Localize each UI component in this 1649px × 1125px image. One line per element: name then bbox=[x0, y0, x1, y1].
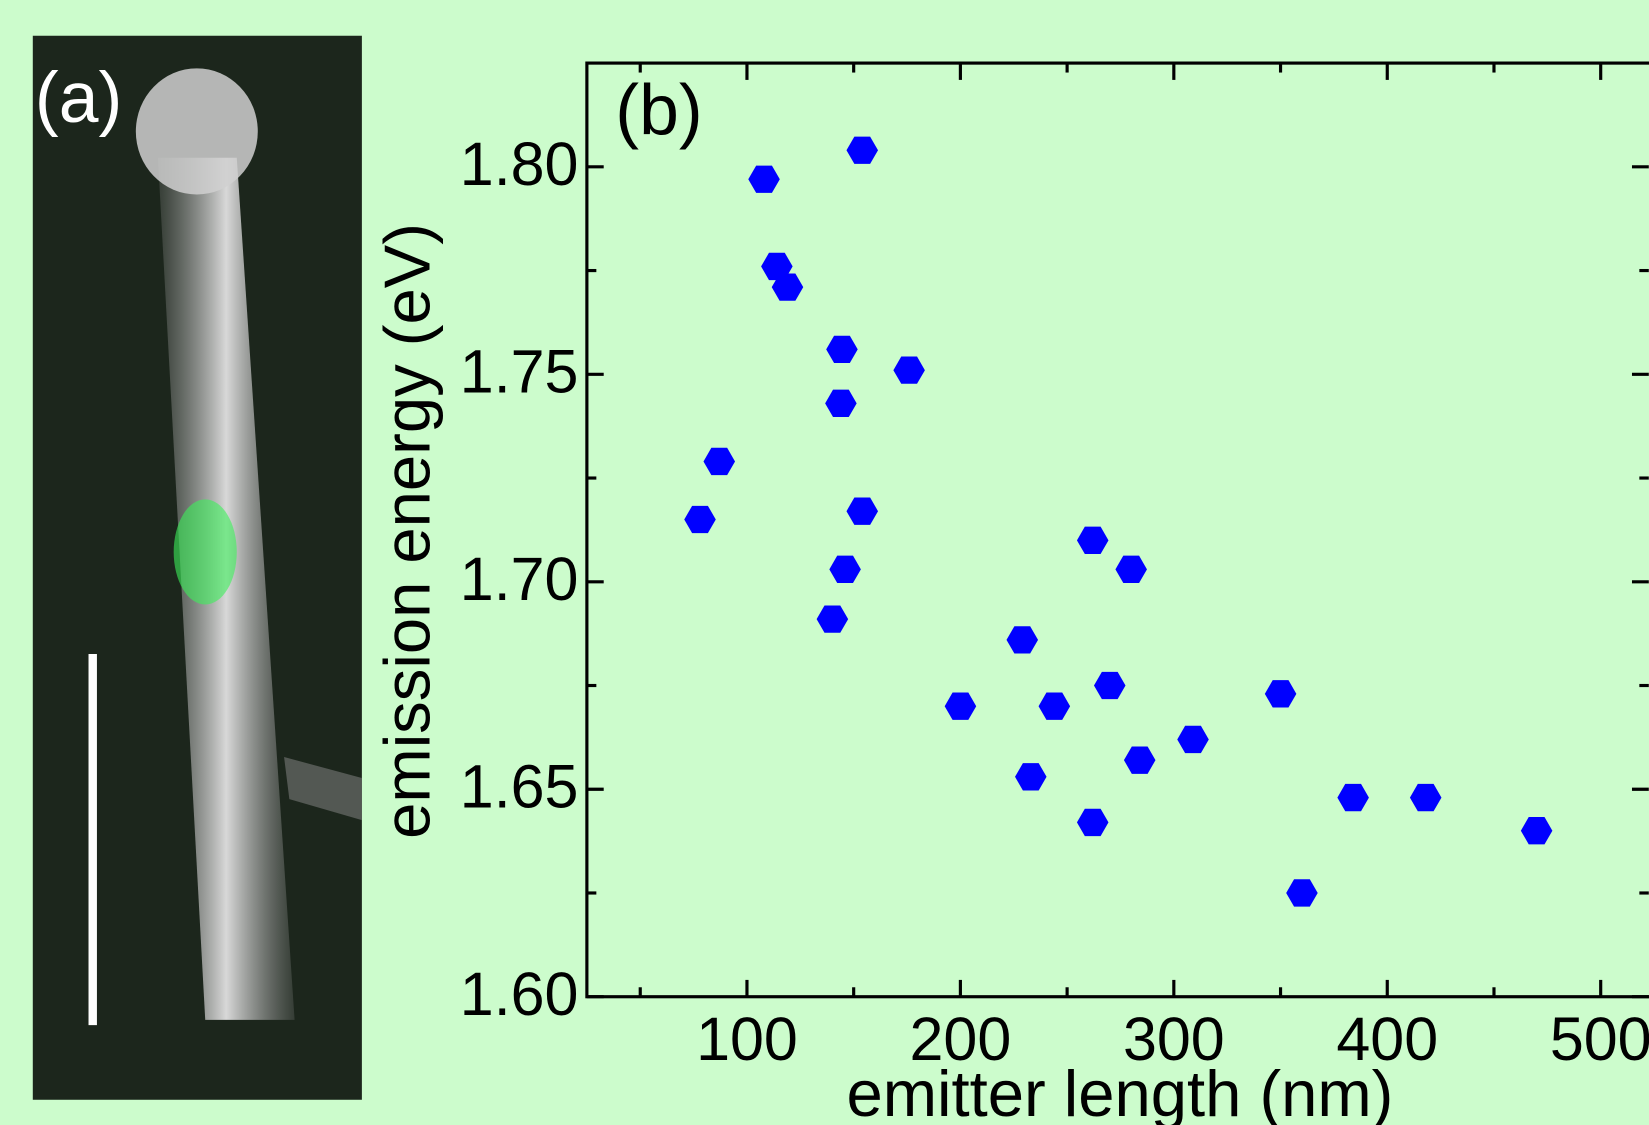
y-tick-label: 1.60 bbox=[460, 960, 579, 1028]
data-point bbox=[1015, 763, 1047, 791]
data-point bbox=[846, 497, 879, 525]
y-tick-label: 1.65 bbox=[460, 752, 579, 820]
data-point bbox=[1520, 817, 1553, 845]
data-point bbox=[1006, 626, 1039, 654]
data-point bbox=[1076, 526, 1109, 554]
y-tick-label: 1.80 bbox=[460, 130, 579, 198]
data-point bbox=[748, 165, 780, 193]
panel-label: (b) bbox=[615, 71, 702, 151]
x-tick-label: 100 bbox=[696, 1005, 798, 1073]
emitter bbox=[173, 499, 237, 605]
y-tick-label: 1.75 bbox=[460, 338, 579, 406]
data-point bbox=[1286, 879, 1318, 907]
data-point bbox=[1409, 783, 1442, 812]
data-point bbox=[684, 505, 716, 534]
data-point bbox=[1093, 671, 1126, 700]
data-point bbox=[829, 555, 861, 584]
x-tick-label: 400 bbox=[1336, 1005, 1438, 1073]
data-point bbox=[1038, 692, 1071, 720]
branch bbox=[284, 757, 362, 821]
x-tick-label: 200 bbox=[910, 1005, 1012, 1073]
data-point bbox=[944, 692, 977, 720]
data-point bbox=[1264, 680, 1297, 708]
data-point bbox=[1123, 746, 1156, 774]
data-point bbox=[761, 252, 793, 281]
data-point bbox=[1076, 808, 1109, 837]
data-point bbox=[893, 356, 925, 384]
y-axis-label: emission energy (eV) bbox=[371, 223, 444, 839]
x-axis-label: emitter length (nm) bbox=[846, 1057, 1393, 1125]
wire-tip bbox=[135, 68, 258, 195]
data-point bbox=[846, 136, 879, 164]
panel-label: (a) bbox=[35, 58, 122, 138]
data-point bbox=[1177, 725, 1209, 754]
data-point bbox=[1337, 783, 1369, 812]
y-tick-label: 1.70 bbox=[460, 545, 579, 613]
data-point bbox=[1115, 555, 1147, 584]
data-point bbox=[826, 335, 858, 364]
data-point bbox=[825, 389, 857, 417]
data-point bbox=[816, 605, 849, 633]
x-tick-label: 500 bbox=[1550, 1005, 1649, 1073]
panel-b: (b) emitter length (nm) emission energy … bbox=[371, 61, 1649, 1125]
panel-a: (a) bbox=[32, 35, 362, 1100]
plot-frame bbox=[585, 61, 1649, 999]
data-point bbox=[771, 273, 804, 301]
x-tick-label: 300 bbox=[1123, 1005, 1225, 1073]
data-point bbox=[703, 447, 736, 476]
